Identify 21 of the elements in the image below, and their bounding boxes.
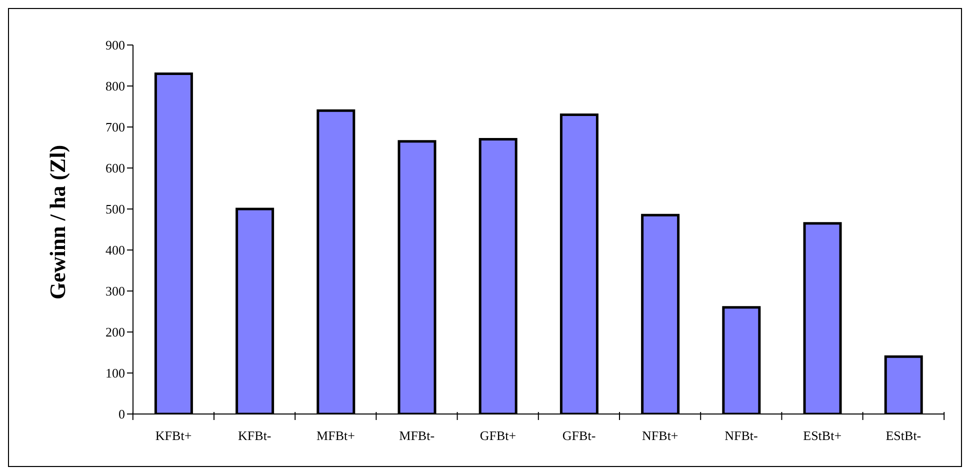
x-tick-label: GFBt+ [480,428,516,443]
y-axis-title: Gewinn / ha (Zl) [44,144,70,300]
y-tick-label: 100 [106,366,125,381]
x-tick-label: KFBt- [238,428,272,443]
y-tick-label: 200 [106,324,125,340]
x-tick-label: EStBt+ [803,428,842,443]
x-tick-label: NFBt- [724,428,758,443]
y-tick-label: 900 [106,38,125,53]
y-tick-label: 700 [106,120,125,135]
y-tick-label: 600 [106,160,125,176]
y-tick-label: 500 [106,202,125,217]
x-tick-label: GFBt- [562,428,596,443]
x-tick-label: EStBt- [886,428,922,443]
y-tick-label: 300 [106,284,125,299]
y-tick-label: 800 [106,78,125,94]
x-tick-label: NFBt+ [642,428,678,443]
x-tick-label: MFBt- [399,428,435,443]
y-tick-label: 0 [118,406,125,422]
x-tick-label: KFBt+ [155,428,192,443]
x-tick-label: MFBt+ [316,428,355,443]
y-tick-label: 400 [106,242,125,258]
